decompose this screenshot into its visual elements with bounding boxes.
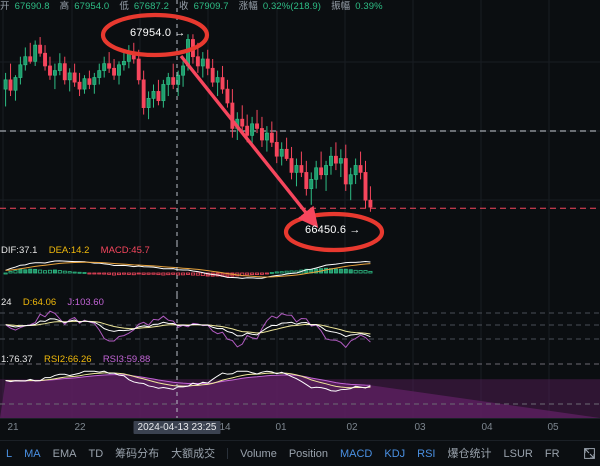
- toolbar-item-macd[interactable]: MACD: [339, 447, 373, 460]
- time-tick-3: 01: [275, 422, 287, 433]
- macd-macd-value: MACD:45.7: [100, 245, 150, 256]
- rsi-canvas: [0, 352, 600, 418]
- time-tick-7: 05: [547, 422, 559, 433]
- rsi3-value: RSI3:59.88: [102, 354, 151, 365]
- quote-value-4: 0.32%(218.9): [262, 1, 322, 12]
- low-price-annotation: 66450.6 →: [305, 224, 361, 236]
- expand-icon[interactable]: [576, 441, 600, 466]
- kdj-j-value: J:103.60: [67, 297, 104, 308]
- toolbar-item-l[interactable]: L: [6, 447, 13, 460]
- quote-label-2: 低: [119, 1, 129, 12]
- toolbar-item-爆仓统计[interactable]: 爆仓统计: [447, 447, 492, 460]
- macd-canvas: [2, 243, 550, 295]
- time-tick-6: 04: [481, 422, 493, 433]
- quote-label-5: 振幅: [331, 1, 351, 12]
- toolbar-item-ma[interactable]: MA: [24, 447, 41, 460]
- high-price-annotation: 67954.0 →: [130, 27, 186, 39]
- kdj-k-value: 24: [1, 297, 12, 308]
- quote-value-1: 67954.0: [74, 1, 110, 12]
- toolbar-item-kdj[interactable]: KDJ: [384, 447, 406, 460]
- toolbar-divider: [227, 448, 229, 459]
- kdj-d-value: D:64.06: [22, 297, 57, 308]
- toolbar-item-fr[interactable]: FR: [544, 447, 560, 460]
- toolbar-item-rsi[interactable]: RSI: [417, 447, 436, 460]
- quote-value-3: 67909.7: [193, 1, 229, 12]
- rsi-legend: 1:76.37 RSI2:66.26 RSI3:59.88: [0, 353, 150, 366]
- macd-dif-value: DIF:37.1: [1, 245, 38, 256]
- time-tick-1: 22: [74, 422, 86, 433]
- toolbar-item-volume[interactable]: Volume: [240, 447, 277, 460]
- time-axis[interactable]: 21 22 14 01 02 03 04 05 2024-04-13 23:25: [0, 418, 600, 440]
- toolbar-item-lsur[interactable]: LSUR: [503, 447, 533, 460]
- rsi2-value: RSI2:66.26: [43, 354, 92, 365]
- quote-label-0: 开: [0, 1, 10, 12]
- quote-value-0: 67690.8: [14, 1, 50, 12]
- quote-value-5: 0.39%: [355, 1, 383, 12]
- quote-label-3: 收: [178, 1, 189, 12]
- kdj-legend: 24 D:64.06 J:103.60: [0, 296, 104, 309]
- indicator-toolbar[interactable]: L MA EMA TD 筹码分布 大额成交 Volume Position MACD KDJ RSI…: [0, 440, 600, 466]
- rsi-panel[interactable]: [0, 352, 600, 418]
- quote-label-1: 高: [59, 1, 70, 12]
- crosshair-time-label: 2024-04-13 23:25: [133, 421, 221, 434]
- toolbar-item-大额成交[interactable]: 大额成交: [171, 447, 216, 460]
- kdj-panel[interactable]: [0, 295, 600, 352]
- macd-legend: DIF:37.1 DEA:14.2 MACD:45.7: [0, 244, 150, 257]
- toolbar-item-ema[interactable]: EMA: [52, 447, 77, 460]
- toolbar-item-筹码分布[interactable]: 筹码分布: [115, 447, 160, 460]
- time-tick-5: 03: [414, 422, 426, 433]
- toolbar-item-td[interactable]: TD: [88, 447, 104, 460]
- time-tick-0: 21: [7, 422, 19, 433]
- macd-dea-value: DEA:14.2: [48, 245, 90, 256]
- candlestick-canvas[interactable]: [0, 0, 600, 243]
- rsi1-value: 1:76.37: [1, 354, 33, 365]
- quote-bar: 开 67690.8 高 67954.0 低 67687.2 收 67909.7 涨幅 0.32%(…: [0, 0, 600, 13]
- price-chart-panel[interactable]: [0, 0, 600, 243]
- quote-value-2: 67687.2: [133, 1, 169, 12]
- toolbar-item-position[interactable]: Position: [288, 447, 328, 460]
- time-tick-4: 02: [346, 422, 358, 433]
- time-tick-2: 14: [219, 422, 231, 433]
- quote-label-4: 涨幅: [238, 1, 258, 12]
- kdj-canvas: [0, 295, 600, 352]
